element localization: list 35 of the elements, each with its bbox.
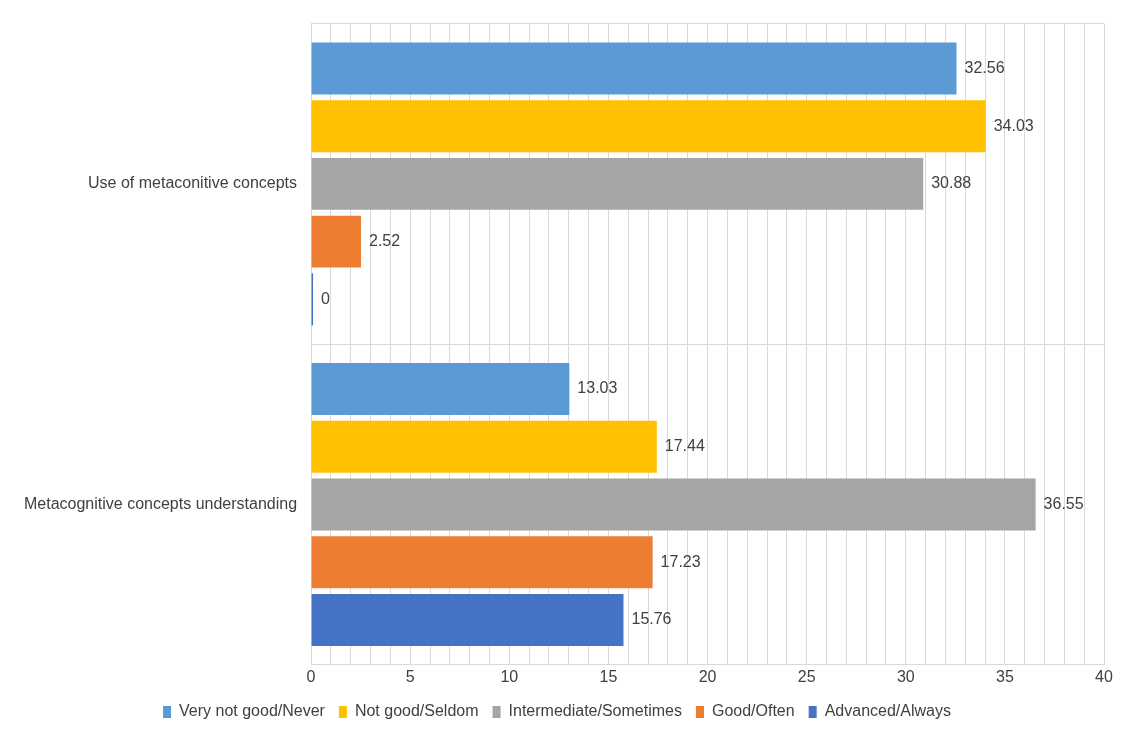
legend-label: Advanced/Always bbox=[824, 702, 951, 720]
x-tick-label: 20 bbox=[698, 667, 717, 685]
x-tick-label: 10 bbox=[500, 667, 519, 685]
bar bbox=[311, 363, 570, 416]
x-tick-label: 40 bbox=[1095, 667, 1113, 685]
data-label: 34.03 bbox=[993, 116, 1034, 134]
y-tick-label: Metacognitive concepts understanding bbox=[24, 494, 298, 512]
data-label: 36.55 bbox=[1043, 494, 1084, 512]
bar bbox=[311, 420, 657, 473]
legend-label: Not good/Seldom bbox=[354, 702, 479, 720]
x-tick-label: 5 bbox=[405, 667, 415, 685]
legend-label: Intermediate/Sometimes bbox=[508, 702, 682, 720]
x-tick-label: 0 bbox=[306, 667, 316, 685]
bar bbox=[311, 215, 362, 268]
legend-label: Very not good/Never bbox=[179, 702, 326, 720]
bar bbox=[311, 478, 1036, 531]
x-tick-label: 35 bbox=[995, 667, 1014, 685]
data-label: 2.52 bbox=[369, 232, 401, 250]
bar bbox=[311, 42, 957, 95]
bar bbox=[311, 157, 924, 210]
data-label: 17.44 bbox=[664, 437, 705, 455]
data-label: 30.88 bbox=[931, 174, 972, 192]
bar bbox=[311, 100, 986, 153]
x-tick-label: 15 bbox=[599, 667, 618, 685]
bar bbox=[311, 593, 624, 646]
data-label: 17.23 bbox=[660, 552, 701, 570]
legend-label: Good/Often bbox=[711, 702, 795, 720]
data-label: 15.76 bbox=[631, 610, 672, 628]
data-label: 13.03 bbox=[577, 379, 618, 397]
y-tick-label: Use of metaconitive concepts bbox=[88, 174, 298, 192]
data-label: 32.56 bbox=[964, 58, 1005, 76]
x-tick-label: 30 bbox=[896, 667, 915, 685]
data-label: 0 bbox=[321, 289, 331, 307]
x-tick-label: 25 bbox=[797, 667, 816, 685]
bar bbox=[311, 536, 653, 589]
